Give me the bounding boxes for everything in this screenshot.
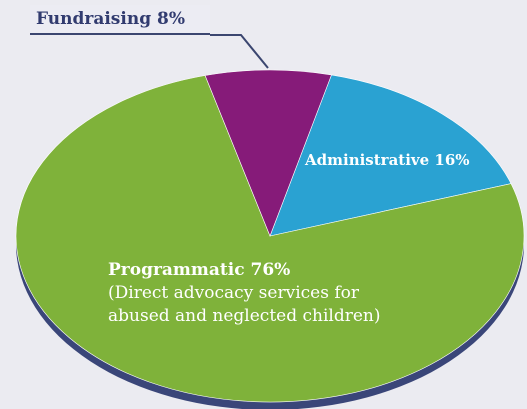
pie-slice-programmatic (15, 75, 525, 403)
administrative-label: Administrative 16% (305, 151, 470, 169)
pie-slice-fundraising (204, 69, 332, 237)
fundraising-callout-box (30, 5, 210, 35)
programmatic-label-title: Programmatic 76% (108, 260, 291, 280)
fundraising-label: Fundraising 8% (36, 9, 185, 29)
pie-slice-administrative (269, 74, 512, 237)
programmatic-label-detail-line1: (Direct advocacy services for (108, 283, 359, 303)
programmatic-label-detail-line2: abused and neglected children) (108, 306, 381, 326)
fundraising-callout-line (210, 34, 269, 69)
programmatic-label: Programmatic 76% (Direct advocacy servic… (108, 259, 381, 328)
